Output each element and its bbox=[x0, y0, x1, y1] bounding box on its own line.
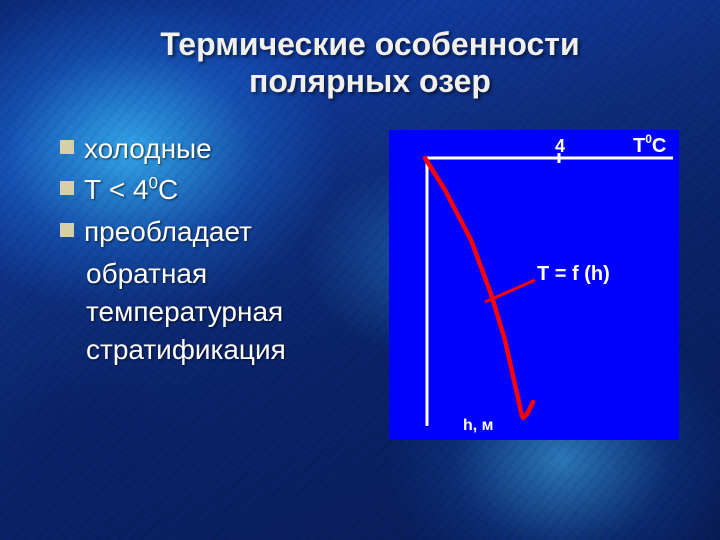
svg-text:T = f (h): T = f (h) bbox=[537, 263, 610, 285]
svg-text:h, м: h, м bbox=[463, 417, 494, 434]
bullet-continuation: обратная bbox=[86, 255, 370, 293]
bullet-continuation: температурная bbox=[86, 293, 370, 331]
svg-text:4: 4 bbox=[555, 136, 565, 156]
bullet-marker-icon bbox=[60, 140, 74, 154]
bullet-text: преобладает bbox=[84, 213, 252, 251]
bullet-list: холодные Т < 40С преобладает обратная те… bbox=[60, 130, 370, 369]
bullet-marker-icon bbox=[60, 223, 74, 237]
bullet-text: холодные bbox=[84, 130, 212, 168]
list-item: холодные bbox=[60, 130, 370, 168]
title-line-1: Термические особенности bbox=[60, 26, 680, 63]
title-line-2: полярных озер bbox=[60, 63, 680, 100]
bullet-marker-icon bbox=[60, 181, 74, 195]
list-item: Т < 40С bbox=[60, 171, 370, 209]
bullet-continuation: стратификация bbox=[86, 331, 370, 369]
list-item: преобладает bbox=[60, 213, 370, 251]
temperature-depth-chart: 4T0CT = f (h)h, м bbox=[389, 130, 679, 445]
slide-title: Термические особенности полярных озер bbox=[60, 26, 680, 100]
bullet-text: Т < 40С bbox=[84, 171, 178, 209]
